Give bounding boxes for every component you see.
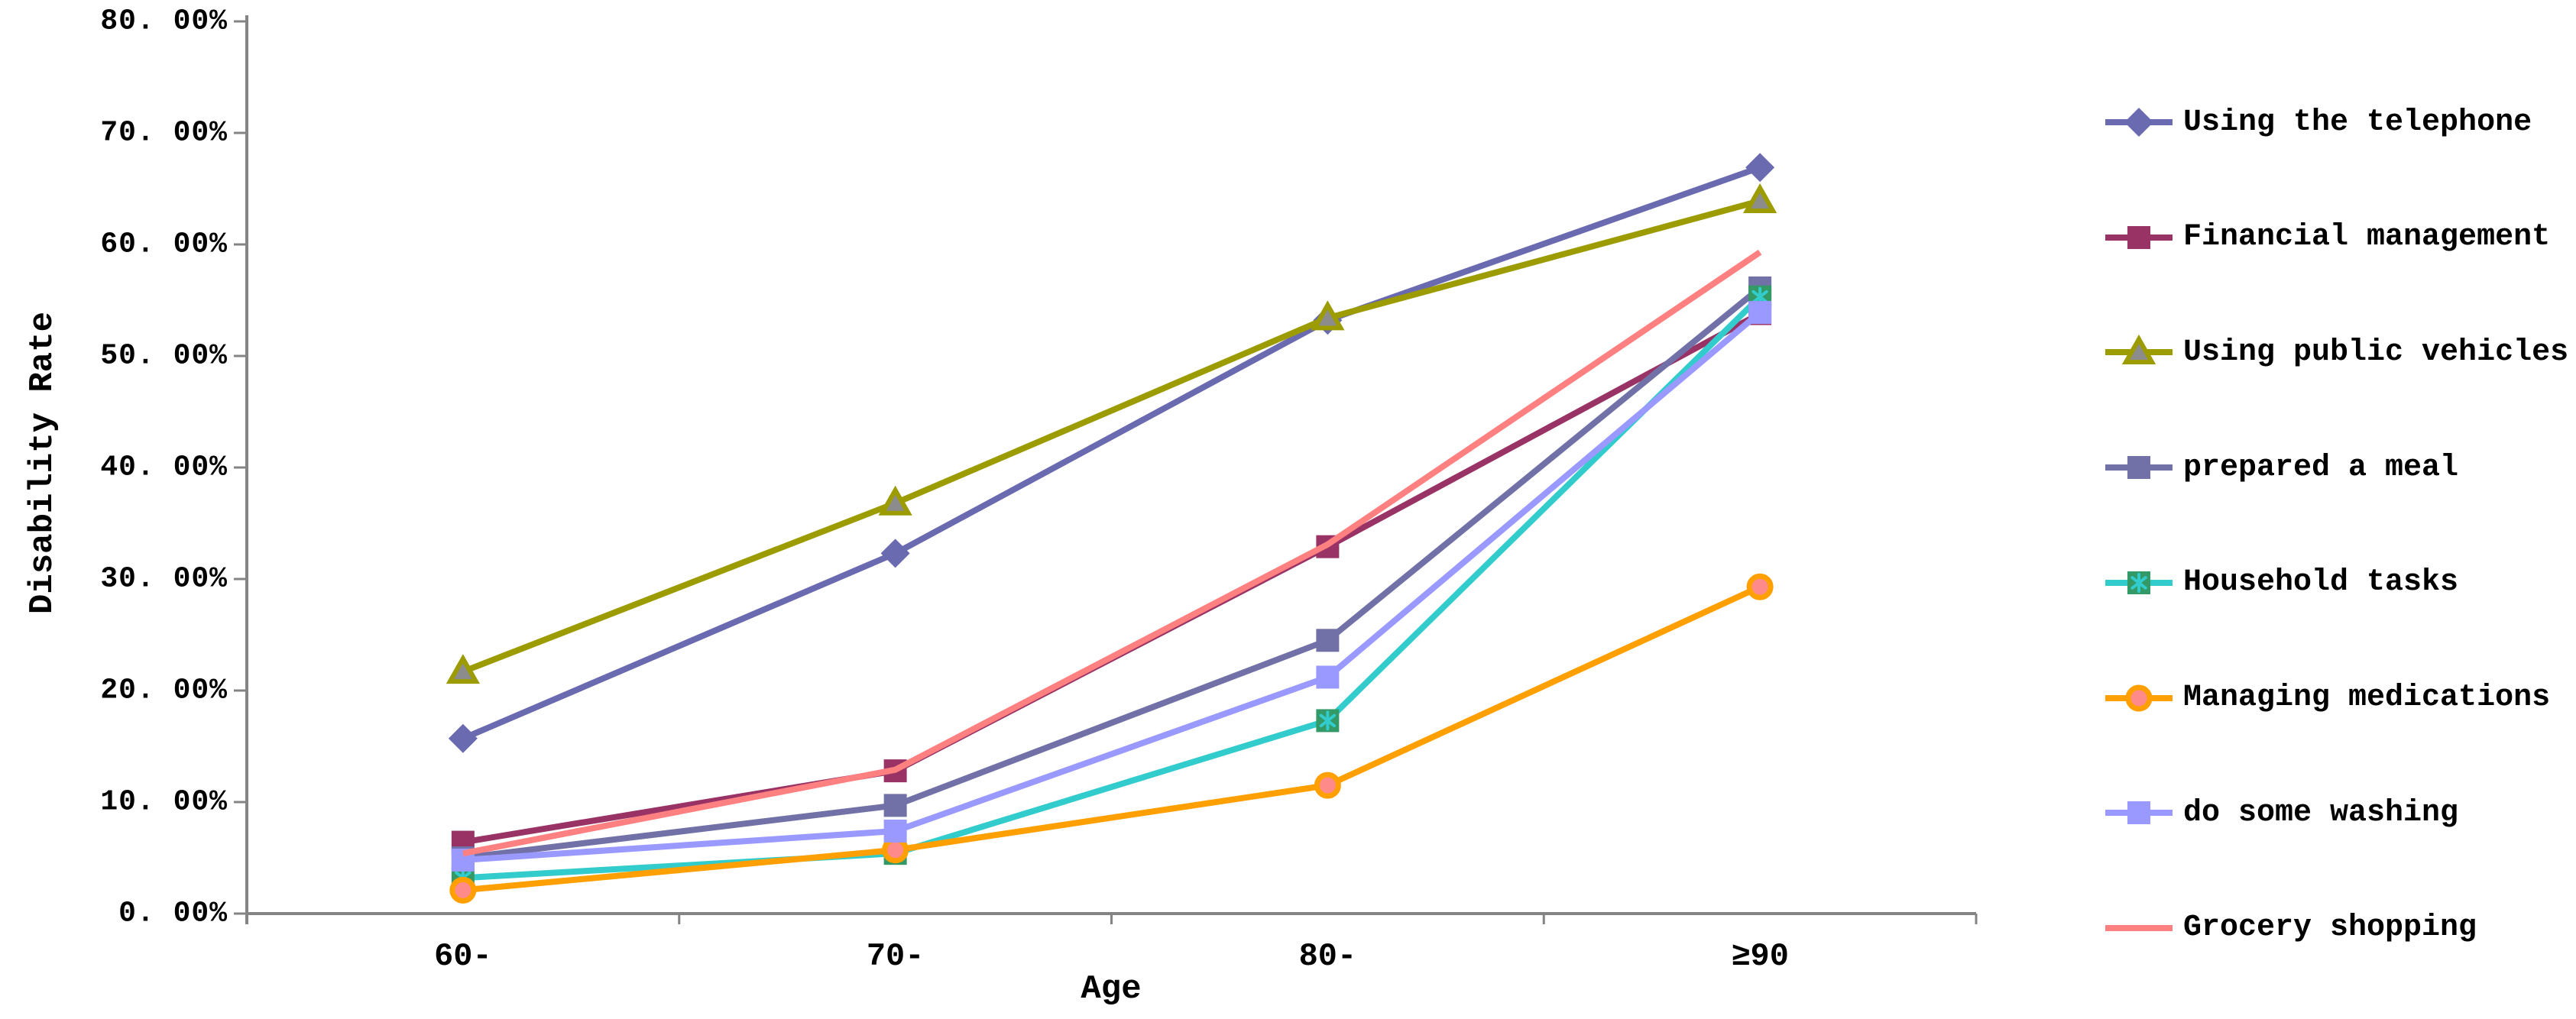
series-line-household-tasks: [462, 294, 1762, 882]
marker-square: [883, 794, 907, 817]
y-tick-label: 70. 00%: [100, 116, 228, 150]
marker-asterisk: [1319, 710, 1337, 731]
marker-circle: [1314, 772, 1341, 799]
marker-diamond: [880, 539, 910, 568]
y-tick-label: 80. 00%: [100, 5, 228, 38]
marker-diamond: [448, 723, 478, 753]
marker-diamond: [1745, 153, 1775, 183]
y-tick-label: 50. 00%: [100, 339, 228, 373]
y-tick-label: 30. 00%: [100, 562, 228, 596]
marker-triangle: [1311, 300, 1345, 331]
series-using-the-telephone: [448, 153, 1775, 753]
marker-triangle: [878, 485, 912, 516]
marker-circle: [449, 876, 477, 904]
marker-square: [1748, 301, 1772, 325]
x-category-label: 70-: [866, 938, 925, 975]
y-tick-label: 60. 00%: [100, 228, 228, 261]
series-line-do-some-washing: [462, 310, 1762, 863]
x-category-label: 60-: [434, 938, 492, 975]
series-line-prepared-a-meal: [462, 285, 1762, 861]
series-line-grocery-shopping: [462, 249, 1762, 857]
marker-circle: [882, 836, 909, 864]
x-category-label: ≥90: [1731, 938, 1789, 975]
series-grocery-shopping: [462, 249, 1762, 857]
x-category-label: 80-: [1298, 938, 1357, 975]
series-do-some-washing: [451, 301, 1772, 872]
marker-square: [1316, 629, 1340, 652]
series-line-using-the-telephone: [462, 164, 1761, 742]
y-tick-label: 10. 00%: [100, 785, 228, 819]
y-axis-title: Disability Rate: [24, 311, 62, 615]
series-using-public-vehicles: [446, 183, 1777, 684]
marker-circle: [1746, 573, 1774, 600]
series-line-financial-management: [462, 310, 1762, 846]
series-line-using-public-vehicles: [462, 198, 1761, 674]
series-line-managing-medications: [462, 584, 1761, 894]
y-tick-label: 40. 00%: [100, 451, 228, 484]
series-managing-medications: [449, 573, 1774, 904]
marker-triangle: [1742, 183, 1777, 214]
y-tick-label: 20. 00%: [100, 674, 228, 707]
series-prepared-a-meal: [451, 276, 1772, 869]
x-axis-title: Age: [1081, 970, 1142, 1008]
series-financial-management: [451, 302, 1772, 854]
marker-triangle: [446, 654, 481, 684]
marker-square: [1316, 665, 1340, 689]
marker-square: [883, 819, 907, 843]
y-tick-label: 0. 00%: [118, 897, 228, 930]
